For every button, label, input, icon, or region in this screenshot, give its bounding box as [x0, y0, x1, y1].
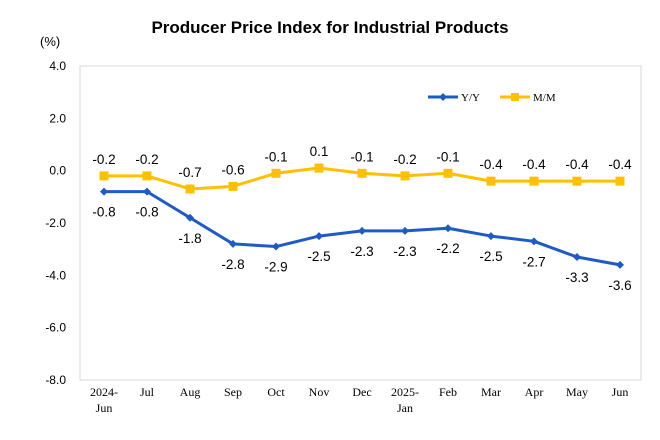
x-tick-label: May	[566, 385, 588, 399]
data-point	[357, 168, 367, 178]
x-tick-label: Apr	[525, 385, 544, 399]
data-label: -2.5	[307, 249, 330, 264]
x-tick-label: Dec	[352, 385, 371, 399]
data-point	[271, 168, 281, 178]
data-label: -0.8	[135, 205, 158, 220]
data-point	[142, 171, 152, 181]
data-label: 0.1	[310, 144, 329, 159]
data-point	[186, 213, 194, 222]
data-point	[573, 253, 581, 262]
x-tick-label: Oct	[267, 385, 285, 399]
data-point	[315, 232, 323, 241]
y-tick-label: -8.0	[45, 373, 66, 387]
y-tick-label: 4.0	[49, 59, 66, 73]
legend-item: Y/Y	[428, 92, 480, 104]
data-label: -2.7	[522, 254, 545, 269]
data-point	[529, 176, 539, 186]
data-label: -0.2	[393, 152, 416, 167]
data-point	[272, 242, 280, 251]
data-label: -0.4	[522, 157, 546, 172]
data-label: -0.1	[436, 149, 459, 164]
data-label: -0.4	[479, 157, 503, 172]
data-point	[228, 181, 238, 191]
series-m-m: -0.2 -0.2 -0.7 -0.6 -0.1 0.1 -0.1 -0.2 -0.1 -0.4 -…	[92, 144, 632, 194]
data-point	[100, 187, 108, 196]
data-label: -0.7	[178, 165, 201, 180]
y-tick-label: -2.0	[45, 216, 66, 230]
data-label: -0.2	[135, 152, 158, 167]
y-tick-label: 2.0	[49, 111, 66, 125]
data-point	[401, 226, 409, 235]
data-label: -3.6	[608, 278, 631, 293]
data-point	[572, 176, 582, 186]
data-label: -0.8	[92, 205, 115, 220]
data-point	[530, 237, 538, 246]
data-point	[443, 168, 453, 178]
data-label: -2.5	[479, 249, 502, 264]
data-point	[615, 176, 625, 186]
data-label: -3.3	[565, 270, 588, 285]
data-label: -2.2	[436, 241, 459, 256]
x-tick-label: 2024-	[90, 385, 118, 399]
data-point	[486, 176, 496, 186]
data-label: -0.4	[565, 157, 589, 172]
y-tick-label: 0.0	[49, 164, 66, 178]
x-tick-label: Jun	[96, 401, 113, 415]
data-label: -1.8	[178, 231, 201, 246]
data-point	[616, 260, 624, 269]
plot-frame	[79, 65, 642, 381]
x-tick-label: Aug	[180, 385, 201, 399]
series-y-y: -0.8 -0.8 -1.8 -2.8 -2.9 -2.5 -2.3 -2.3 -2.2 -2.5…	[92, 187, 632, 293]
x-tick-label: Sep	[224, 385, 242, 399]
legend-label: Y/Y	[461, 92, 480, 104]
data-label: -2.3	[350, 244, 373, 259]
x-tick-label: Jun	[612, 385, 629, 399]
x-tick-label: Feb	[439, 385, 457, 399]
y-axis-unit-label: (%)	[40, 34, 61, 49]
data-point	[487, 232, 495, 241]
data-point	[185, 184, 195, 194]
data-point	[358, 226, 366, 235]
data-label: -2.9	[264, 260, 287, 275]
data-label: -0.6	[221, 162, 244, 177]
data-label: -2.8	[221, 257, 244, 272]
data-point	[314, 163, 324, 173]
data-label: -2.3	[393, 244, 416, 259]
legend: Y/Y M/M	[428, 92, 556, 104]
data-point	[444, 224, 452, 233]
x-tick-label: Mar	[481, 385, 501, 399]
data-point	[143, 187, 151, 196]
x-tick-label: Nov	[309, 385, 330, 399]
data-label: -0.1	[350, 149, 373, 164]
y-tick-label: -6.0	[45, 321, 66, 335]
legend-marker	[511, 93, 519, 101]
chart-title: Producer Price Index for Industrial Prod…	[151, 18, 509, 37]
legend-label: M/M	[533, 92, 556, 104]
data-point	[400, 171, 410, 181]
data-label: -0.4	[608, 157, 632, 172]
data-label: -0.2	[92, 152, 115, 167]
x-tick-label: Jan	[397, 401, 413, 415]
data-point	[99, 171, 109, 181]
legend-marker	[439, 93, 447, 101]
data-label: -0.1	[264, 149, 287, 164]
legend-item: M/M	[500, 92, 556, 104]
data-point	[229, 239, 237, 248]
x-tick-label: 2025-	[391, 385, 419, 399]
y-tick-label: -4.0	[45, 268, 66, 282]
x-tick-label: Jul	[140, 385, 155, 399]
